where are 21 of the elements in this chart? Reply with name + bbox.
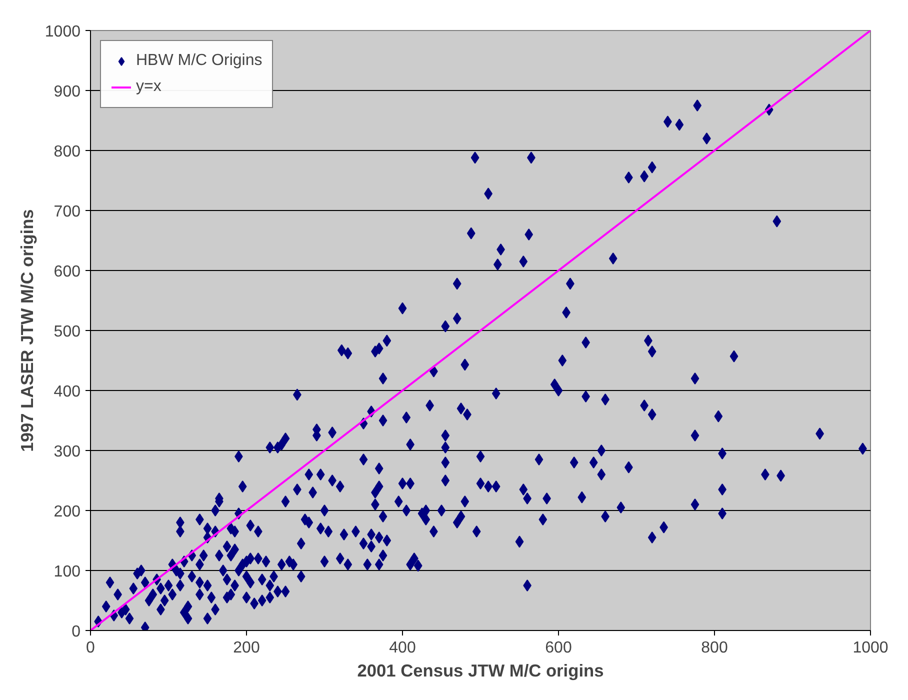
x-axis-title: 2001 Census JTW M/C origins <box>357 660 604 680</box>
x-tick-label: 800 <box>701 640 728 656</box>
y-axis-title: 1997 LASER JTW M/C origins <box>16 209 37 452</box>
x-tick-label: 400 <box>389 640 416 656</box>
y-tick-label: 900 <box>54 84 81 100</box>
legend-label: y=x <box>136 78 162 96</box>
y-tick-label: 700 <box>54 204 81 220</box>
y-tick-label: 400 <box>54 384 81 400</box>
x-tick-label: 200 <box>233 640 260 656</box>
y-tick-label: 600 <box>54 264 81 280</box>
y-tick-label: 1000 <box>44 24 81 40</box>
y-tick-label: 300 <box>54 444 81 460</box>
y-tick-label: 500 <box>54 324 81 340</box>
x-tick-label: 0 <box>86 640 96 656</box>
x-tick-label: 600 <box>545 640 572 656</box>
y-tick-label: 200 <box>54 504 81 520</box>
y-tick-label: 100 <box>54 564 81 580</box>
legend-label: HBW M/C Origins <box>136 52 262 70</box>
y-tick-label: 0 <box>72 624 81 640</box>
y-tick-label: 800 <box>54 144 81 160</box>
x-tick-label: 1000 <box>852 640 888 656</box>
